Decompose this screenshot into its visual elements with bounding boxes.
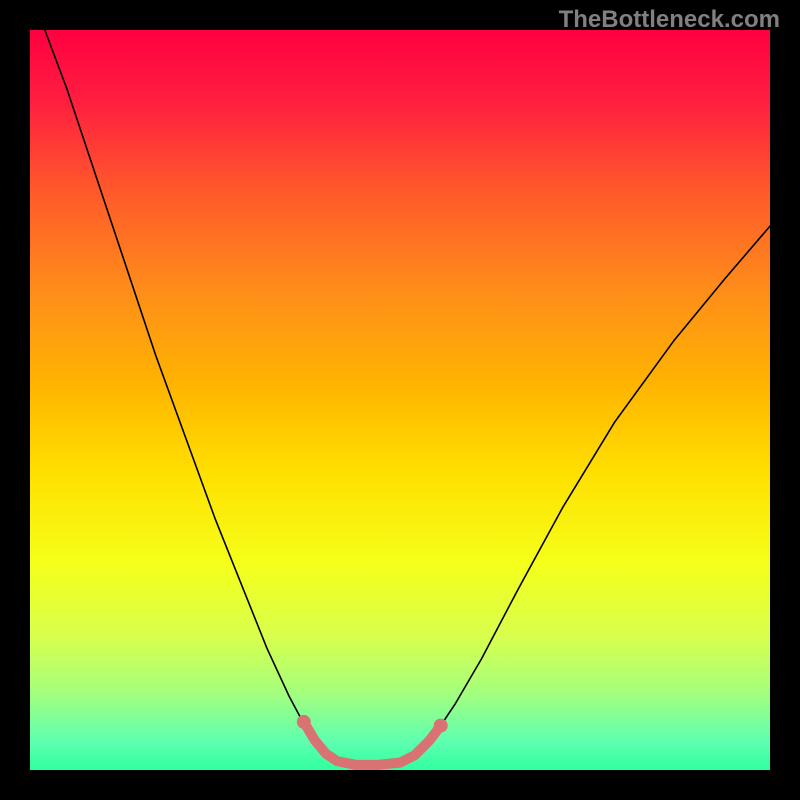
watermark-text: TheBottleneck.com xyxy=(559,6,780,34)
plot-svg xyxy=(30,30,770,770)
plot-area xyxy=(30,30,770,770)
valley-endpoint-marker xyxy=(297,715,311,729)
gradient-background xyxy=(30,30,770,770)
valley-endpoint-marker xyxy=(434,719,448,733)
chart-frame: TheBottleneck.com xyxy=(0,0,800,800)
